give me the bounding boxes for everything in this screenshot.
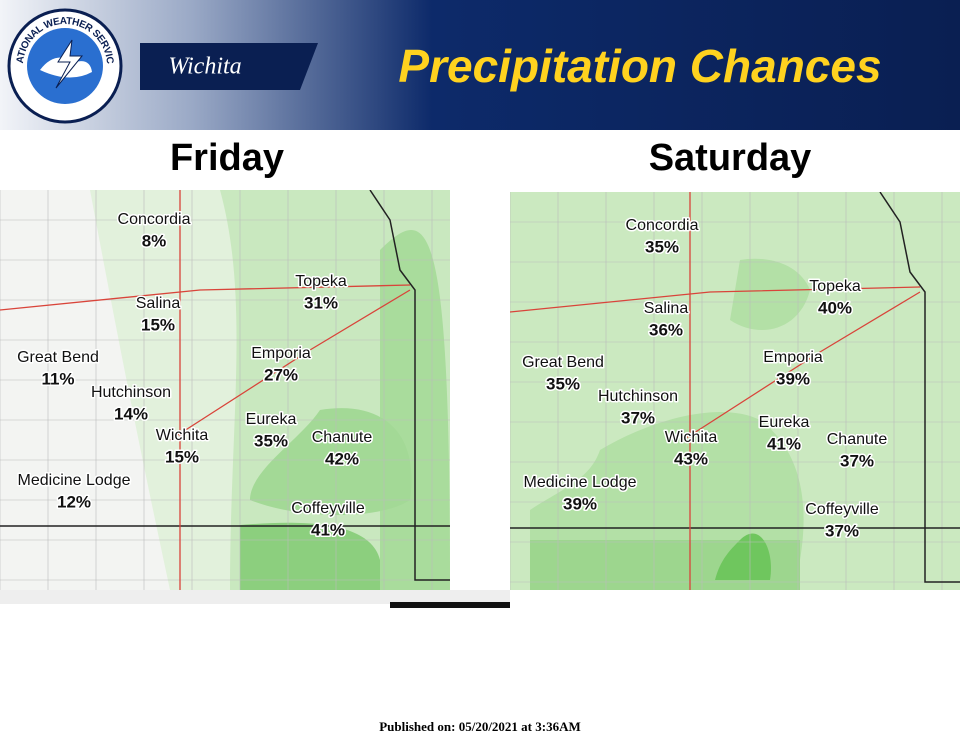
state-line: [879, 192, 960, 583]
city-chance: 15%: [141, 315, 175, 334]
logo-bolt: [55, 39, 84, 89]
city-chance: 36%: [649, 320, 683, 339]
city-chance: 35%: [546, 374, 580, 393]
city-name: Hutchinson: [598, 388, 678, 405]
city-name: Topeka: [295, 273, 347, 290]
city-chance: 31%: [304, 293, 338, 312]
city-name: Concordia: [626, 217, 699, 234]
city-chance: 37%: [825, 521, 859, 540]
city-name: Medicine Lodge: [18, 472, 131, 489]
map-panel: [510, 192, 960, 590]
city-name: Great Bend: [17, 349, 99, 366]
city-chance: 35%: [645, 237, 679, 256]
city-name: Coffeyville: [291, 500, 365, 517]
city-name: Salina: [644, 300, 689, 317]
highway: [0, 190, 411, 590]
day-title: Friday: [170, 137, 284, 179]
office-name: Wichita: [168, 54, 241, 80]
logo-cloud: [40, 57, 92, 78]
city-name: Wichita: [156, 427, 209, 444]
city-name: Eureka: [759, 414, 810, 431]
city-chance: 27%: [264, 365, 298, 384]
city-name: Hutchinson: [91, 384, 171, 401]
city-chance: 12%: [57, 492, 91, 511]
city-name: Coffeyville: [805, 501, 879, 518]
city-name: Great Bend: [522, 354, 604, 371]
city-name: Emporia: [251, 345, 311, 362]
city-chance: 40%: [818, 298, 852, 317]
highway: [510, 192, 921, 590]
city-chance: 41%: [311, 520, 345, 539]
city-chance: 39%: [563, 494, 597, 513]
footer: Published on: 05/20/2021 at 3:36AM: [379, 719, 581, 734]
city-name: Chanute: [827, 431, 888, 448]
city-name: Topeka: [809, 278, 861, 295]
city-name: Chanute: [312, 429, 373, 446]
city-chance: 35%: [254, 431, 288, 450]
city-chance: 43%: [674, 449, 708, 468]
office-banner: [140, 43, 318, 90]
edge-shadow: [390, 602, 510, 608]
city-name: Concordia: [118, 211, 191, 228]
city-name: Wichita: [665, 429, 718, 446]
title: Precipitation Chances: [398, 40, 881, 92]
city-name: Emporia: [763, 349, 823, 366]
precip-shade: [715, 533, 771, 580]
precip-shade: [240, 522, 380, 590]
city-chance: 41%: [767, 434, 801, 453]
map-shadow: [0, 590, 510, 604]
city-chance: 37%: [621, 408, 655, 427]
city-chance: 15%: [165, 447, 199, 466]
map-panel: [0, 190, 450, 590]
city-chance: 14%: [114, 404, 148, 423]
city-name: Eureka: [246, 411, 297, 428]
city-name: Medicine Lodge: [524, 474, 637, 491]
city-chance: 42%: [325, 449, 359, 468]
city-chance: 8%: [142, 231, 167, 250]
city-chance: 39%: [776, 369, 810, 388]
day-title: Saturday: [649, 137, 812, 179]
state-line: [369, 190, 450, 581]
precip-shade: [250, 408, 412, 515]
city-chance: 11%: [41, 369, 74, 388]
city-name: Salina: [136, 295, 181, 312]
city-chance: 37%: [840, 451, 874, 470]
